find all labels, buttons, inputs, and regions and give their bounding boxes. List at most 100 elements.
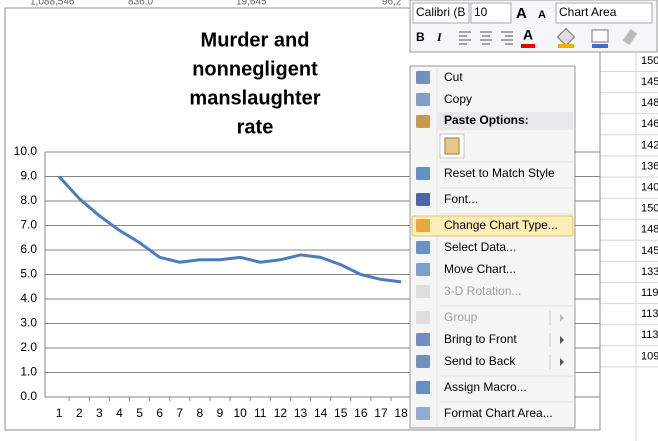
x-tick-label: 4 — [116, 406, 123, 420]
cell-value: 96,2 — [382, 0, 402, 8]
data-line — [57, 175, 402, 284]
y-tick-label: 8.0 — [20, 193, 37, 207]
submenu-arrow — [560, 358, 564, 366]
menu-item[interactable]: Bring to Front — [444, 332, 517, 346]
chart-title: Murder and — [201, 29, 310, 51]
cell-value: 1,088,546 — [30, 0, 75, 8]
cell-value: 146 — [641, 118, 658, 130]
cell-value: 150 — [641, 55, 658, 67]
font-color-swatch — [521, 44, 535, 48]
outline-icon[interactable] — [591, 29, 609, 43]
menu-item: 3-D Rotation... — [444, 284, 521, 298]
y-tick-label: 10.0 — [14, 144, 38, 158]
cell-value: 148 — [641, 224, 658, 236]
menu-header-bg — [438, 112, 573, 130]
x-tick-label: 11 — [254, 406, 267, 420]
y-tick-label: 1.0 — [20, 365, 37, 379]
bold-button[interactable]: B — [416, 30, 425, 44]
cell-value: 836.0 — [128, 0, 153, 8]
menu-icon — [416, 311, 430, 324]
x-tick-label: 3 — [96, 406, 103, 420]
x-tick-label: 6 — [156, 406, 163, 420]
cell-value: 150 — [641, 203, 658, 215]
menu-item[interactable]: Font... — [444, 192, 478, 206]
x-tick-label: 8 — [197, 406, 204, 420]
x-tick-label: 15 — [334, 406, 348, 420]
cell-value: 119 — [641, 287, 658, 299]
cell-value: 113 — [641, 308, 658, 320]
font-box[interactable] — [412, 2, 470, 24]
y-tick-label: 4.0 — [20, 291, 37, 305]
menu-item[interactable]: Select Data... — [444, 240, 516, 254]
font-size: 10 — [474, 5, 488, 19]
y-tick-label: 6.0 — [20, 242, 37, 256]
italic-button[interactable]: I — [436, 30, 443, 44]
chart: Murder and nonnegligent manslaughter rate 0.… — [14, 29, 600, 420]
mini-toolbar: Calibri (B 10 A A Chart Area B I A — [409, 0, 658, 53]
menu-icon — [416, 219, 430, 232]
cell-value: 133 — [641, 266, 658, 278]
submenu-arrow — [560, 314, 564, 322]
menu-item[interactable]: Reset to Match Style — [444, 166, 555, 180]
paste-icon — [444, 137, 460, 155]
cell-value: 140 — [641, 182, 658, 194]
menu-item[interactable]: Format Chart Area... — [444, 406, 553, 420]
y-tick-label: 2.0 — [20, 340, 37, 354]
grow-font-icon[interactable]: A — [516, 5, 527, 22]
menu-item: Paste Options: — [444, 113, 529, 127]
menu-icon — [416, 381, 430, 394]
y-tick-label: 9.0 — [20, 169, 37, 183]
y-tick-label: 7.0 — [20, 218, 37, 232]
cell-value: 145 — [641, 245, 658, 257]
x-tick-label: 9 — [217, 406, 224, 420]
y-tick-label: 3.0 — [20, 316, 37, 330]
x-tick-label: 5 — [136, 406, 143, 420]
cell-value: 142 — [641, 139, 658, 151]
menu-highlight — [411, 215, 574, 237]
fill-icon[interactable] — [556, 27, 576, 47]
x-tick-label: 1 — [56, 406, 63, 420]
submenu-arrow — [560, 336, 564, 344]
format-painter-icon[interactable] — [622, 28, 638, 46]
menu-icon — [416, 285, 430, 298]
context-menu: Cut Copy Paste Options: Reset to Match Styl… — [409, 65, 576, 429]
chart-title: rate — [237, 116, 274, 138]
menu-icon — [416, 71, 430, 84]
x-tick-label: 14 — [314, 406, 328, 420]
cell-value: 19,645 — [236, 0, 267, 8]
x-tick-label: 12 — [274, 406, 288, 420]
menu-icon — [416, 355, 430, 368]
menu-item[interactable]: Cut — [444, 70, 463, 84]
outline-swatch — [592, 44, 608, 48]
menu-icon — [416, 193, 430, 206]
x-tick-label: 2 — [76, 406, 83, 420]
element-box[interactable] — [555, 2, 653, 24]
align-icons[interactable] — [459, 31, 513, 45]
menu-item[interactable]: Move Chart... — [444, 262, 516, 276]
cell-value: 113 — [641, 329, 658, 341]
menu-item[interactable]: Copy — [444, 92, 472, 106]
x-tick-label: 13 — [294, 406, 308, 420]
menu-item[interactable]: Change Chart Type... — [444, 218, 558, 232]
menu-icon — [416, 333, 430, 346]
x-tick-label: 10 — [233, 406, 247, 420]
cell-value: 109 — [641, 350, 658, 362]
menu-icon — [416, 167, 430, 180]
cell-value: 136 — [641, 160, 658, 172]
x-tick-label: 17 — [374, 406, 388, 420]
size-box[interactable] — [470, 2, 512, 24]
menu-item[interactable]: Assign Macro... — [444, 380, 527, 394]
font-color-icon[interactable]: A — [523, 27, 533, 43]
menu-icon — [416, 93, 430, 106]
shrink-font-icon[interactable]: A — [538, 9, 546, 21]
x-tick-label: 7 — [176, 406, 183, 420]
element-name: Chart Area — [559, 5, 617, 19]
chart-title: nonnegligent — [192, 58, 318, 80]
font-name: Calibri (B — [416, 5, 465, 19]
y-tick-label: 5.0 — [20, 267, 37, 281]
menu-icon — [416, 263, 430, 276]
menu-item[interactable]: Send to Back — [444, 354, 516, 368]
cell-value: 148 — [641, 97, 658, 109]
x-tick-label: 16 — [354, 406, 368, 420]
